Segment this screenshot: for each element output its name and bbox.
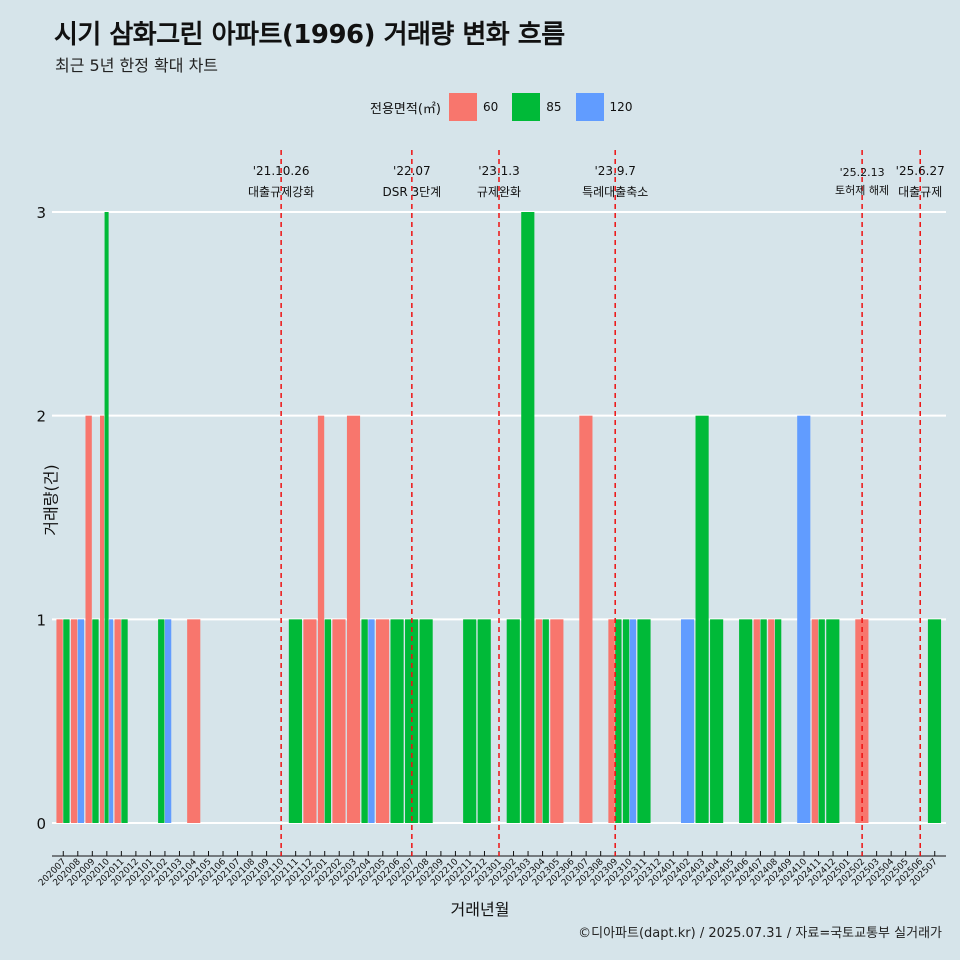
bar-202008-120 [77,619,85,823]
event-label-3: 특례대출축소 [582,185,648,199]
bar-202303-85 [521,212,535,823]
bar-202411-85 [818,619,825,823]
bar-202407-85 [760,619,767,823]
y-axis-label: 거래량(건) [41,464,61,536]
y-tick-label-2: 2 [36,408,46,426]
y-tick-label-3: 3 [36,204,46,222]
bar-202507-85 [927,619,942,823]
bar-202201-60 [317,415,325,823]
bar-202007-60 [56,619,63,823]
bar-202310-85 [622,619,630,823]
legend-item-85: 85 [512,93,562,121]
bar-202208-85 [419,619,433,823]
legend-item-60: 60 [448,93,499,121]
event-label-0: 대출규제강화 [248,185,314,199]
bar-202009-60 [85,415,92,823]
bar-202205-60 [375,619,390,823]
bar-202204-120 [368,619,375,823]
bar-202302-85 [506,619,520,823]
bar-202304-85 [542,619,549,823]
event-date-3: '23.9.7 [594,164,635,178]
bar-202008-60 [70,619,78,823]
event-date-2: '23.1.3 [478,164,519,178]
bar-202411-60 [811,619,819,823]
y-tick-label-1: 1 [36,611,46,629]
chart-title: 시기 삼화그린 아파트(1996) 거래량 변화 흐름 [54,20,565,50]
bar-202202-60 [332,619,346,823]
bar-202007-85 [63,619,70,823]
legend-label-85: 85 [546,100,562,114]
bar-202009-85 [92,619,99,823]
bar-202402-120 [680,619,695,823]
bar-202011-85 [121,619,128,823]
bar-202112-60 [303,619,317,823]
legend-label-60: 60 [482,100,499,114]
bar-202407-60 [753,619,760,823]
bar-202404-85 [710,619,724,823]
legend-label-120: 120 [609,100,633,114]
event-label-4: 토허제 해제 [835,183,889,197]
bar-202102-120 [164,619,172,823]
bar-202410-120 [797,415,811,823]
event-date-5: '25.6.27 [896,164,945,178]
legend-swatch-120 [575,93,604,121]
event-date-0: '21.10.26 [253,164,310,178]
bar-202111-85 [288,619,302,823]
x-axis-label: 거래년월 [450,900,510,919]
bar-202412-85 [826,619,840,823]
bar-202206-85 [390,619,404,823]
bar-202211-85 [463,619,477,823]
bar-202010-120 [109,619,114,823]
bar-202307-60 [579,415,593,823]
bar-202406-85 [739,619,753,823]
bar-202305-60 [550,619,564,823]
legend-item-120: 120 [575,93,633,121]
bar-202204-85 [361,619,368,823]
source-caption: ©디아파트(dapt.kr) / 2025.07.31 / 자료=국토교통부 실… [578,926,942,941]
bar-202212-85 [477,619,491,823]
bar-202309-60 [608,619,615,823]
bar-202010-60 [100,415,105,823]
event-label-2: 규제완화 [477,185,521,199]
bar-202311-85 [637,619,651,823]
chart-subtitle: 최근 5년 한정 확대 차트 [55,56,219,75]
legend: 전용면적(㎡) 60 85 120 [370,93,646,121]
event-date-1: '22.07 [393,164,431,178]
bar-202010-85 [104,212,109,823]
event-date-4: '25.2.13 [840,166,885,179]
legend-title: 전용면적(㎡) [370,101,441,117]
y-tick-label-0: 0 [36,815,46,833]
bar-202201-85 [324,619,332,823]
legend-swatch-85 [512,93,541,121]
bar-202203-60 [346,415,361,823]
event-label-5: 대출규제 [898,185,942,199]
bar-202403-85 [695,415,709,823]
bar-202304-60 [535,619,543,823]
bar-202011-60 [114,619,121,823]
event-label-1: DSR 3단계 [382,185,441,199]
bar-202309-85 [615,619,622,823]
bar-202408-60 [768,619,775,823]
legend-swatch-60 [448,93,477,121]
bar-202102-85 [158,619,165,823]
bar-202104-60 [187,619,201,823]
bar-202408-85 [774,619,782,823]
bar-202310-120 [629,619,637,823]
